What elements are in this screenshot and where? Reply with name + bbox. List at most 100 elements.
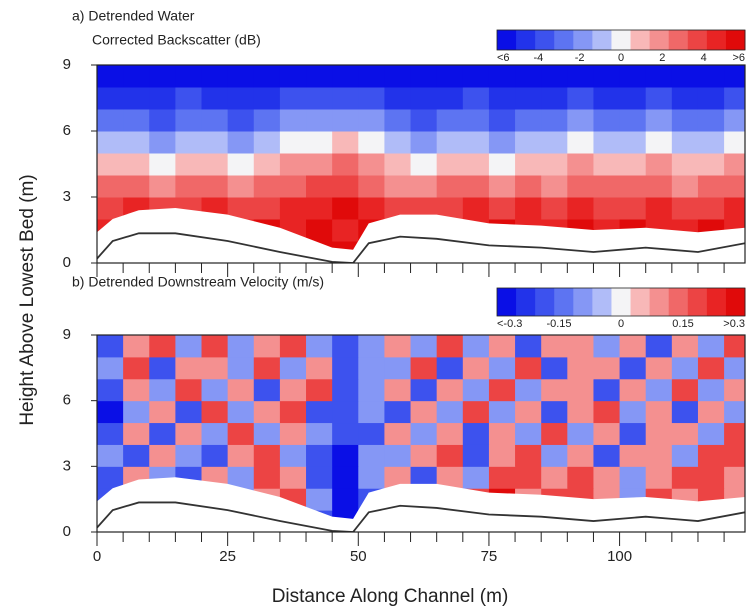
heat-cell — [619, 466, 647, 489]
heat-cell — [567, 65, 594, 88]
heat-cell — [384, 378, 412, 402]
heat-cell — [515, 466, 542, 489]
heat-cell — [123, 175, 150, 198]
colorbar-block — [649, 30, 670, 50]
heat-cell — [488, 175, 516, 198]
heat-cell — [227, 444, 255, 467]
heat-cell — [593, 422, 621, 445]
heat-cell — [279, 356, 307, 380]
heat-cell — [645, 197, 673, 220]
colorbar-tick-label: -0.15 — [546, 318, 571, 330]
heat-cell — [358, 422, 385, 445]
heat-cell — [541, 444, 568, 467]
heat-cell — [227, 378, 255, 402]
heat-cell — [515, 87, 542, 110]
heat-cell — [619, 197, 647, 220]
heat-cell — [645, 175, 673, 198]
heat-cell — [201, 175, 229, 198]
y-tick-label: 0 — [63, 523, 71, 540]
heat-cell — [201, 378, 229, 402]
colorbar-block — [630, 30, 651, 50]
heat-cell — [332, 466, 359, 489]
heat-cell — [175, 109, 203, 132]
heat-cell — [149, 378, 176, 402]
heat-cell — [541, 400, 568, 424]
heat-cell — [724, 175, 745, 198]
heat-cell — [567, 400, 594, 424]
heat-cell — [593, 444, 621, 467]
heat-cell — [123, 65, 150, 88]
heat-cell — [227, 87, 255, 110]
colorbar-tick-label: >6 — [732, 52, 745, 64]
heat-cell — [358, 400, 385, 424]
heat-cell — [279, 378, 307, 402]
heat-cell — [410, 400, 438, 424]
heat-cell — [619, 378, 647, 402]
heat-cell — [332, 400, 359, 424]
y-axis-label: Height Above Lowest Bed (m) — [17, 174, 38, 425]
y-tick-label: 6 — [63, 392, 71, 409]
heat-cell — [462, 153, 490, 176]
heat-cell — [279, 131, 307, 154]
heat-cell — [410, 466, 438, 489]
heat-cell — [306, 488, 333, 511]
heat-cell — [175, 65, 203, 88]
colorbar-tick-label: >0.3 — [723, 318, 745, 330]
heat-cell — [515, 335, 542, 358]
colorbar-block — [516, 288, 536, 316]
heat-cell — [697, 378, 725, 402]
heat-cell — [593, 356, 621, 380]
heat-cell — [645, 466, 673, 489]
heat-cell — [279, 175, 307, 198]
heat-cell — [488, 444, 516, 467]
heat-cell — [306, 422, 333, 445]
heat-cell — [541, 65, 568, 88]
heat-cell — [619, 87, 647, 110]
heat-cell — [462, 466, 490, 489]
heat-cell — [97, 444, 124, 467]
panel-title: b) Detrended Downstream Velocity (m/s) — [72, 274, 324, 290]
heat-cell — [201, 444, 229, 467]
plot-frame — [96, 334, 746, 533]
heat-cell — [123, 335, 150, 358]
heat-cell — [123, 444, 150, 467]
heat-cell — [279, 466, 307, 489]
heat-cell — [515, 400, 542, 424]
heat-cell — [123, 153, 150, 176]
heat-cell — [358, 131, 385, 154]
heat-cell — [436, 153, 464, 176]
heat-cell — [201, 400, 229, 424]
heat-cell — [175, 131, 203, 154]
heat-cell — [97, 400, 124, 424]
heat-cell — [436, 109, 464, 132]
heat-cell — [515, 109, 542, 132]
heat-cell — [619, 444, 647, 467]
heat-cell — [384, 87, 412, 110]
heat-cell — [515, 153, 542, 176]
heat-cell — [175, 153, 203, 176]
heat-cell — [201, 356, 229, 380]
heat-cell — [97, 197, 124, 220]
heat-cell — [332, 153, 359, 176]
heat-cell — [645, 65, 673, 88]
heat-cell — [306, 400, 333, 424]
heat-cell — [593, 197, 621, 220]
heat-cell — [567, 335, 594, 358]
heat-cell — [201, 153, 229, 176]
blank-region — [97, 208, 745, 263]
heat-cell — [227, 422, 255, 445]
heat-cell — [462, 65, 490, 88]
heat-cell — [201, 422, 229, 445]
bed-line — [97, 501, 745, 532]
heat-cell — [697, 65, 725, 88]
colorbar-block — [668, 288, 689, 316]
colorbar-tick-label: 0.15 — [672, 318, 693, 330]
heat-cell — [175, 335, 203, 358]
heat-cell — [697, 400, 725, 424]
heat-cell — [201, 131, 229, 154]
heat-cell — [384, 466, 412, 489]
heat-cell — [384, 131, 412, 154]
colorbar-block — [535, 288, 555, 316]
heat-cell — [724, 131, 745, 154]
heat-cell — [436, 466, 464, 489]
